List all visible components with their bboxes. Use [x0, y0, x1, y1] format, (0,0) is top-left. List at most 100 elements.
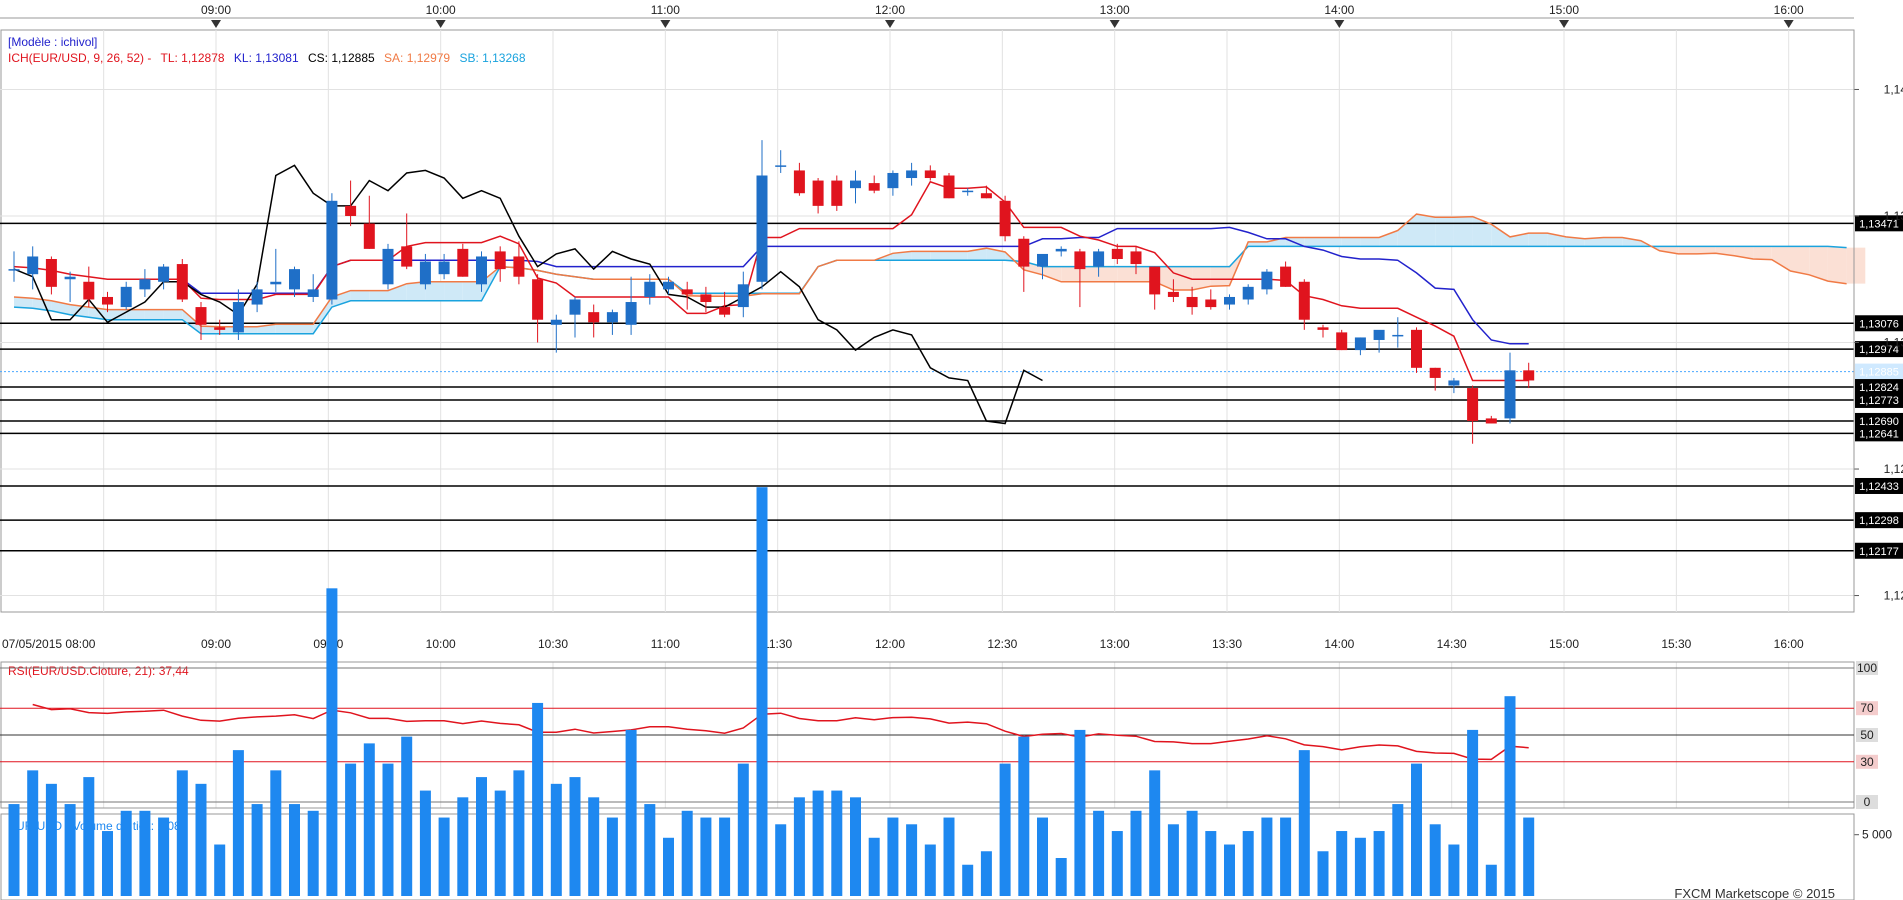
horizontal-levels[interactable]: 1,13471 1,13076 1,12974 1,12885 1,128241,127…	[0, 215, 1903, 559]
candle[interactable]	[289, 266, 300, 297]
candle[interactable]	[1130, 246, 1142, 275]
candle[interactable]	[1242, 284, 1254, 305]
candle[interactable]	[1429, 367, 1441, 391]
candle[interactable]	[1018, 236, 1030, 292]
candle[interactable]	[1523, 362, 1535, 389]
candle[interactable]	[775, 150, 787, 173]
candle[interactable]	[606, 309, 618, 335]
candle[interactable]	[476, 251, 487, 292]
candle[interactable]	[812, 178, 824, 214]
candle[interactable]	[438, 253, 450, 280]
candle[interactable]	[906, 162, 918, 186]
candle[interactable]	[1149, 266, 1161, 310]
candle[interactable]	[120, 281, 132, 310]
candle[interactable]	[1280, 261, 1292, 287]
candle[interactable]	[1186, 286, 1198, 315]
candle[interactable]	[102, 291, 113, 313]
candle[interactable]	[45, 256, 57, 295]
candle[interactable]	[64, 271, 76, 303]
candle[interactable]	[850, 170, 861, 204]
candle[interactable]	[980, 185, 992, 199]
candle[interactable]	[1167, 279, 1179, 303]
candle[interactable]	[681, 281, 693, 310]
candle[interactable]	[532, 274, 544, 343]
candle[interactable]	[232, 289, 244, 340]
candle[interactable]	[962, 188, 974, 196]
candle[interactable]	[588, 304, 600, 338]
candle[interactable]	[158, 264, 170, 290]
candle[interactable]	[1074, 248, 1086, 308]
cloud-segment	[1659, 246, 1679, 254]
time-marker-icon	[885, 20, 896, 28]
candle[interactable]	[1392, 317, 1404, 348]
candle[interactable]	[83, 266, 95, 308]
candle[interactable]	[999, 195, 1011, 242]
candle[interactable]	[719, 291, 731, 318]
candle[interactable]	[1093, 248, 1105, 277]
volume-bar	[64, 804, 76, 896]
candle[interactable]	[1411, 327, 1422, 373]
candle[interactable]	[924, 165, 936, 181]
candle[interactable]	[382, 243, 394, 290]
candle[interactable]	[1504, 352, 1516, 424]
candle[interactable]	[345, 180, 357, 227]
volume-bar	[1280, 817, 1292, 896]
bottom-time-label: 13:00	[1100, 637, 1130, 651]
candle[interactable]	[663, 276, 674, 295]
candle-body	[83, 281, 95, 300]
candle[interactable]	[1037, 253, 1048, 280]
candle[interactable]	[1354, 337, 1366, 356]
candle[interactable]	[756, 140, 768, 290]
candle[interactable]	[1448, 377, 1460, 394]
candle[interactable]	[401, 213, 413, 270]
candle[interactable]	[793, 162, 805, 196]
candle[interactable]	[700, 286, 712, 313]
candle[interactable]	[550, 314, 562, 353]
bottom-time-label: 11:30	[763, 637, 792, 651]
candle[interactable]	[8, 251, 20, 282]
candle[interactable]	[1485, 415, 1497, 424]
candle-body	[943, 175, 955, 199]
candle[interactable]	[943, 172, 955, 199]
candle[interactable]	[1373, 329, 1385, 353]
candle[interactable]	[176, 259, 188, 303]
candle[interactable]	[1261, 269, 1273, 295]
candle[interactable]	[307, 274, 319, 303]
candle[interactable]	[737, 271, 749, 318]
candle[interactable]	[831, 175, 843, 211]
candle[interactable]	[644, 274, 656, 305]
candle[interactable]	[1467, 385, 1479, 444]
candle-body	[45, 259, 57, 287]
volume-bar	[289, 804, 300, 896]
candle[interactable]	[214, 319, 226, 335]
candle[interactable]	[1336, 329, 1348, 351]
candle[interactable]	[139, 269, 151, 297]
candles[interactable]	[8, 140, 1535, 444]
candle[interactable]	[887, 170, 899, 196]
cloud-segment	[313, 296, 332, 334]
candle[interactable]	[326, 193, 338, 305]
candle[interactable]	[251, 281, 263, 313]
candle[interactable]	[457, 243, 469, 277]
volume-bar	[1354, 837, 1366, 896]
candle[interactable]	[1111, 243, 1123, 265]
candle[interactable]	[569, 296, 581, 338]
candle[interactable]	[494, 246, 506, 282]
candle[interactable]	[419, 253, 431, 290]
volume-bar	[831, 790, 843, 896]
candle[interactable]	[1298, 279, 1310, 330]
candle-body	[606, 312, 618, 323]
candle[interactable]	[270, 248, 282, 292]
candle[interactable]	[1224, 294, 1235, 310]
candle[interactable]	[1205, 289, 1217, 310]
candle[interactable]	[1317, 324, 1329, 338]
candle[interactable]	[195, 302, 207, 340]
candle[interactable]	[868, 175, 880, 194]
candle[interactable]	[513, 241, 525, 285]
candle[interactable]	[27, 246, 39, 290]
candle[interactable]	[625, 276, 637, 335]
candle[interactable]	[363, 195, 375, 249]
rsi-axis-tag	[1856, 754, 1878, 769]
volume-bar	[850, 797, 861, 896]
candle[interactable]	[1055, 246, 1067, 257]
